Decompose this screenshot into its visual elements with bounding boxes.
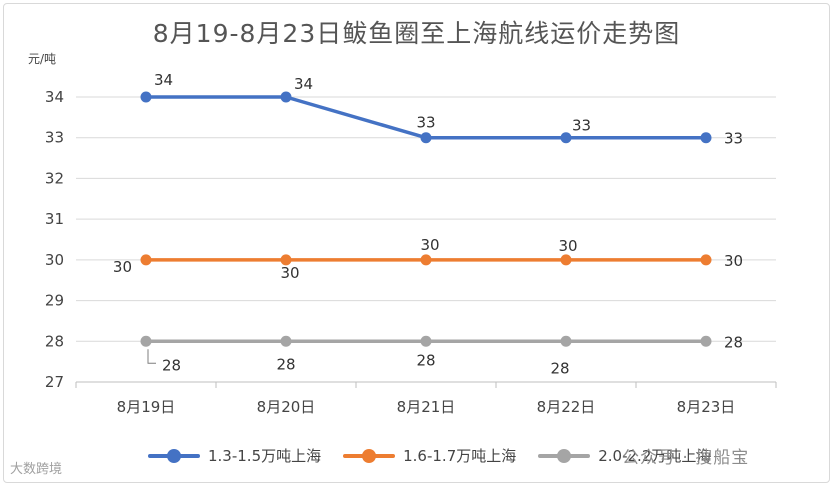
series-3-data-label: 28	[724, 333, 743, 351]
series-3-data-label: 28	[550, 359, 569, 377]
series-1-point	[140, 91, 152, 103]
y-tick-label: 31	[45, 210, 64, 228]
series-3-point	[560, 335, 572, 347]
series-2-point	[560, 254, 572, 266]
legend-item-series-2[interactable]: 1.6-1.7万吨上海	[343, 445, 516, 466]
series-1-data-label: 33	[572, 117, 591, 135]
series-3-data-label: 28	[416, 351, 435, 369]
y-tick-label: 30	[45, 251, 64, 269]
legend: 1.3-1.5万吨上海 1.6-1.7万吨上海 2.0-2.2万吨上海	[148, 445, 711, 466]
chart-frame	[3, 3, 830, 483]
legend-item-series-3[interactable]: 2.0-2.2万吨上海	[538, 445, 711, 466]
x-tick-label: 8月22日	[537, 398, 596, 416]
y-tick-label: 34	[45, 88, 64, 106]
series-2-data-label: 30	[724, 252, 743, 270]
legend-swatch-series-3	[538, 448, 591, 463]
series-2-data-label: 30	[280, 264, 299, 282]
series-3-point	[420, 335, 432, 347]
series-1-data-label: 34	[294, 75, 313, 93]
y-tick-label: 32	[45, 169, 64, 187]
series-2-data-label: 30	[113, 258, 132, 276]
legend-label-series-3: 2.0-2.2万吨上海	[598, 447, 712, 465]
series-3-data-label: 28	[162, 356, 181, 374]
watermark-source: 大数跨境	[10, 462, 63, 477]
series-1-point	[420, 132, 432, 144]
x-tick-label: 8月20日	[257, 398, 316, 416]
legend-item-series-1[interactable]: 1.3-1.5万吨上海	[148, 445, 321, 466]
series-1-data-label: 34	[154, 71, 173, 89]
series-1-data-label: 33	[724, 130, 743, 148]
series-2-point	[420, 254, 432, 266]
series-2-data-label: 30	[420, 236, 439, 254]
legend-swatch-series-1	[148, 448, 200, 463]
series-2-data-label: 30	[558, 237, 577, 255]
series-2-point	[140, 254, 152, 266]
y-tick-label: 27	[45, 373, 64, 391]
series-3-point	[140, 335, 152, 347]
data-label-leader-line	[147, 349, 156, 364]
x-tick-label: 8月19日	[117, 398, 176, 416]
series-3-data-label: 28	[276, 355, 295, 373]
series-2-point	[700, 254, 712, 266]
y-tick-label: 28	[45, 332, 64, 350]
y-axis-unit-label: 元/吨	[28, 52, 57, 66]
series-1-point	[560, 132, 572, 144]
y-tick-label: 29	[45, 292, 64, 310]
x-tick-label: 8月21日	[397, 398, 456, 416]
legend-label-series-1: 1.3-1.5万吨上海	[208, 447, 322, 465]
y-tick-label: 33	[45, 129, 64, 147]
series-1-point	[700, 132, 712, 144]
watermark-wechat-account: 公众号 · 搜船宝	[622, 448, 750, 468]
legend-swatch-series-2	[343, 448, 396, 463]
legend-label-series-2: 1.6-1.7万吨上海	[403, 447, 517, 465]
series-2-point	[280, 254, 292, 266]
series-1-data-label: 33	[416, 114, 435, 132]
chart-title: 8月19-8月23日鲅鱼圈至上海航线运价走势图	[152, 19, 681, 48]
series-3-point	[280, 335, 292, 347]
series-1-point	[280, 91, 292, 103]
x-tick-label: 8月23日	[677, 398, 736, 416]
series-3-point	[700, 335, 712, 347]
